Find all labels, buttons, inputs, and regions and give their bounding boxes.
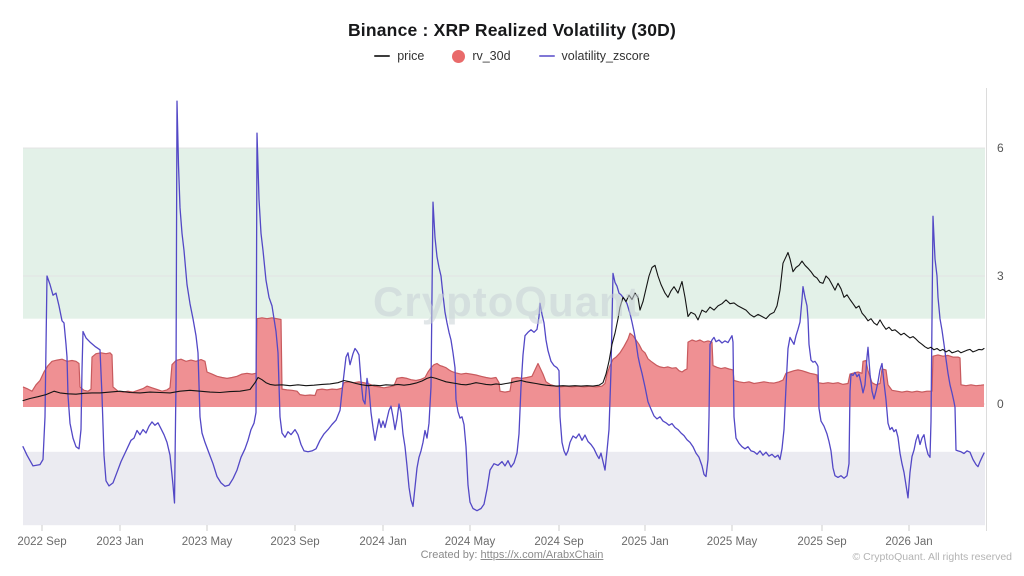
axis-layer: 0 3 6 2022 Sep 2023 Jan 2023 May 2023 Sep 2024 …: [17, 88, 1004, 548]
x-axis-label: 2023 Sep: [270, 536, 319, 548]
legend-item-rv30d: rv_30d: [452, 49, 511, 63]
x-axis-label: 2026 Jan: [885, 536, 932, 548]
copyright-notice: © CryptoQuant. All rights reserved: [852, 551, 1012, 563]
x-axis-label: 2025 Sep: [797, 536, 846, 548]
price-line: [22, 251, 985, 402]
high-zscore-zone-band: [23, 148, 985, 319]
legend-item-volatility-zscore: volatility_zscore: [538, 49, 650, 63]
created-by-prefix: Created by:: [420, 549, 481, 561]
legend-label-volatility-zscore: volatility_zscore: [561, 49, 650, 63]
legend-label-price: price: [397, 49, 425, 63]
rv_30d-area-edge: [22, 317, 985, 397]
legend-item-price: price: [374, 49, 424, 63]
page-title: Binance : XRP Realized Volatility (30D): [347, 20, 677, 40]
x-axis-label: 2024 May: [445, 536, 496, 548]
legend-label-rv30d: rv_30d: [472, 49, 511, 63]
x-axis-label: 2023 Jan: [96, 536, 143, 548]
volatility_zscore-line: [22, 100, 985, 512]
x-axis-label: 2025 May: [707, 536, 758, 548]
y-axis-label-0: 0: [997, 397, 1004, 411]
rv_30d-area: [23, 317, 984, 407]
low-zscore-zone-band: [23, 451, 985, 526]
x-axis-label: 2025 Jan: [621, 536, 668, 548]
x-axis-label: 2024 Jan: [359, 536, 406, 548]
creator-link[interactable]: https://x.com/ArabxChain: [480, 549, 604, 561]
y-axis-label-6: 6: [997, 141, 1004, 155]
x-axis-label: 2023 May: [182, 536, 233, 548]
x-axis-label: 2024 Sep: [534, 536, 583, 548]
created-by-caption: Created by: https://x.com/ArabxChain: [0, 549, 1024, 561]
price-line-swatch-icon: [374, 55, 391, 57]
chart-legend: price rv_30d volatility_zscore: [0, 49, 1024, 63]
y-axis-label-3: 3: [997, 269, 1004, 283]
series-layer: [22, 100, 985, 512]
zscore-line-swatch-icon: [538, 55, 555, 57]
bands-layer: [23, 148, 985, 526]
x-axis-label: 2022 Sep: [17, 536, 66, 548]
rv30d-circle-swatch-icon: [452, 49, 466, 63]
